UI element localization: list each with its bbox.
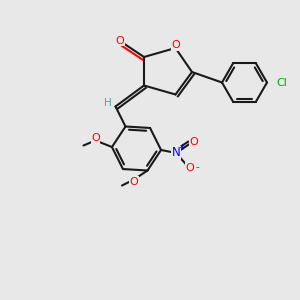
Text: O: O	[116, 35, 124, 46]
Text: O: O	[171, 40, 180, 50]
Text: N: N	[172, 146, 180, 160]
Text: Cl: Cl	[276, 77, 287, 88]
Text: O: O	[186, 163, 194, 173]
Text: O: O	[190, 137, 198, 148]
Text: O: O	[130, 177, 138, 187]
Text: H: H	[104, 98, 112, 109]
Text: -: -	[195, 162, 199, 172]
Text: +: +	[178, 143, 185, 152]
Text: O: O	[91, 133, 100, 143]
